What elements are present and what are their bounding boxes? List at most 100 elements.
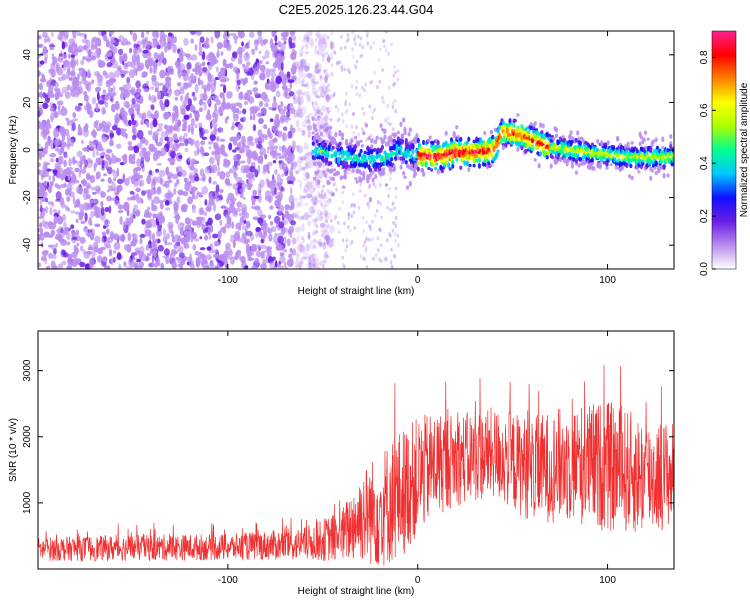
spectrogram-cell [370, 79, 373, 84]
spectrogram-cell [590, 157, 595, 164]
spectrogram-cell [148, 222, 152, 229]
spectrogram-cell [304, 115, 310, 123]
spectrogram-cell [180, 95, 184, 102]
spectrogram-cell [112, 85, 116, 93]
spectrogram-cell [122, 221, 127, 229]
spectrogram-cell [325, 210, 328, 215]
spectrogram-cell [536, 130, 540, 137]
spectrogram-cell [86, 69, 91, 79]
spectrogram-cell [126, 244, 132, 253]
spectrogram-cell [392, 221, 395, 225]
spectrogram-cell [390, 157, 394, 162]
spectrogram-cell [195, 257, 201, 266]
spectrogram-cell [477, 163, 481, 169]
spectrogram-cell [315, 132, 319, 136]
spectrogram-cell [204, 199, 208, 206]
spectrogram-cell [315, 64, 318, 69]
spectrogram-cell [280, 42, 286, 52]
spectrogram-cell [82, 56, 87, 61]
spectrogram-cell [354, 177, 358, 181]
spectrogram-cell [300, 215, 305, 221]
spectrogram-cell [173, 36, 177, 44]
spectrogram-cell [215, 242, 221, 246]
spectrogram-cell [281, 147, 289, 156]
spectrogram-cell [346, 142, 350, 147]
spectrogram-cell [317, 41, 322, 50]
spectrogram-cell [180, 238, 186, 245]
spectrogram-cell [369, 45, 373, 50]
spectrogram-cell [82, 202, 90, 211]
spectrogram-cell [137, 172, 141, 181]
spectrogram-cell [359, 254, 363, 259]
spectrogram-marks [38, 31, 674, 269]
spectrogram-cell [71, 178, 76, 185]
spectrogram-cell [472, 157, 476, 164]
spectrogram-cell [350, 138, 354, 144]
spectrogram-cell [428, 135, 432, 140]
spectrogram-cell [317, 199, 323, 204]
spectrogram-cell [326, 168, 330, 173]
spectrogram-cell [419, 156, 423, 161]
spectrogram-cell [43, 231, 50, 238]
spectrogram-cell [558, 156, 563, 163]
spectrogram-cell [661, 146, 665, 150]
spectrogram-cell [84, 159, 88, 167]
spectrogram-cell [338, 230, 341, 235]
spectrogram-cell [117, 204, 124, 210]
spectrogram-cell [164, 192, 171, 199]
spectrogram-cell [62, 141, 67, 149]
spectrogram-y-tick-label: -40 [22, 238, 33, 253]
spectrogram-cell [324, 95, 330, 100]
spectrogram-cell [76, 58, 79, 66]
spectrogram-cell [61, 86, 68, 94]
spectrogram-cell [44, 250, 49, 255]
spectrogram-cell [350, 203, 353, 208]
spectrogram-cell [276, 173, 281, 183]
spectrogram-cell [314, 109, 321, 114]
spectrogram-cell [600, 140, 604, 146]
spectrogram-cell [301, 166, 306, 171]
spectrogram-cell [363, 154, 367, 160]
spectrogram-cell [206, 83, 211, 92]
spectrogram-cell [351, 31, 354, 35]
spectrogram-cell [354, 135, 358, 140]
spectrogram-cell [436, 140, 440, 146]
spectrogram-cell [314, 217, 318, 222]
spectrogram-cell [265, 246, 273, 251]
spectrogram-cell [89, 175, 96, 184]
spectrogram-cell [173, 243, 178, 249]
spectrogram-cell [394, 186, 398, 191]
spectrogram-cell [497, 125, 501, 131]
spectrogram-cell [128, 154, 132, 164]
spectrogram-cell [192, 139, 196, 145]
spectrogram-cell [270, 71, 277, 78]
spectrogram-cell [304, 105, 307, 115]
spectrogram-cell [195, 216, 203, 221]
spectrogram-cell [180, 108, 186, 115]
spectrogram-cell [362, 131, 366, 136]
spectrogram-cell [105, 148, 113, 154]
spectrogram-cell [74, 43, 78, 53]
spectrogram-cell [260, 233, 264, 241]
spectrogram-cell [42, 92, 47, 99]
spectrogram-cell [325, 93, 330, 103]
spectrogram-cell [339, 160, 343, 166]
spectrogram-cell [40, 86, 44, 91]
spectrogram-cell [98, 31, 103, 36]
spectrogram-cell [598, 162, 602, 168]
spectrogram-cell [350, 214, 354, 219]
spectrogram-cell [232, 149, 237, 153]
spectrogram-cell [361, 215, 365, 220]
spectrogram-cell [265, 68, 271, 78]
spectrogram-cell [368, 196, 372, 203]
spectrogram-cell [198, 122, 203, 129]
spectrogram-cell [322, 158, 326, 163]
spectrogram-cell [39, 199, 43, 205]
spectrogram-cell [570, 139, 575, 144]
spectrogram-cell [232, 51, 238, 59]
spectrogram-cell [324, 212, 328, 219]
spectrogram-cell [217, 109, 221, 114]
spectrogram-cell [153, 111, 157, 119]
spectrogram-cell [383, 44, 386, 49]
spectrogram-cell [524, 139, 528, 143]
